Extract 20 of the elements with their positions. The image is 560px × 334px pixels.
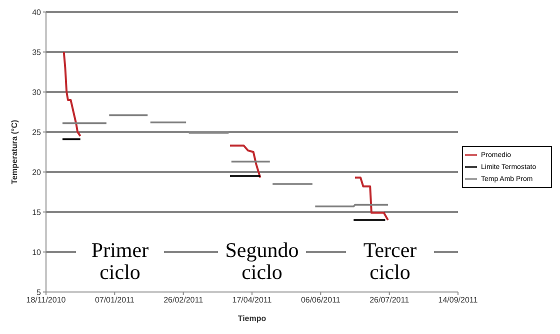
y-tick-label: 20 [32, 168, 42, 177]
y-tick-label: 10 [32, 248, 42, 257]
x-tick-label: 14/09/2011 [438, 296, 478, 305]
x-tick-label: 07/01/2011 [94, 296, 135, 305]
y-tick-label: 40 [32, 8, 42, 17]
y-tick-label: 25 [32, 128, 42, 137]
y-tick-label: 30 [32, 88, 42, 97]
x-tick-label: 17/04/2011 [232, 296, 272, 305]
y-tick-label: 15 [32, 208, 42, 217]
x-tick-label: 06/06/2011 [300, 296, 341, 305]
annotation: Primer ciclo [76, 236, 164, 286]
annotation: Tercer ciclo [346, 236, 434, 286]
x-axis-title: Tiempo [238, 314, 266, 323]
x-tick-label: 26/07/2011 [370, 296, 410, 305]
x-tick-label: 18/11/2010 [26, 296, 66, 305]
annotation: Segundo ciclo [218, 236, 306, 286]
y-axis-title: Temperatura (°C) [10, 119, 19, 184]
y-tick-label: 35 [32, 48, 42, 57]
y-tick-label: 5 [36, 288, 42, 297]
x-tick-label: 26/02/2011 [164, 296, 204, 305]
